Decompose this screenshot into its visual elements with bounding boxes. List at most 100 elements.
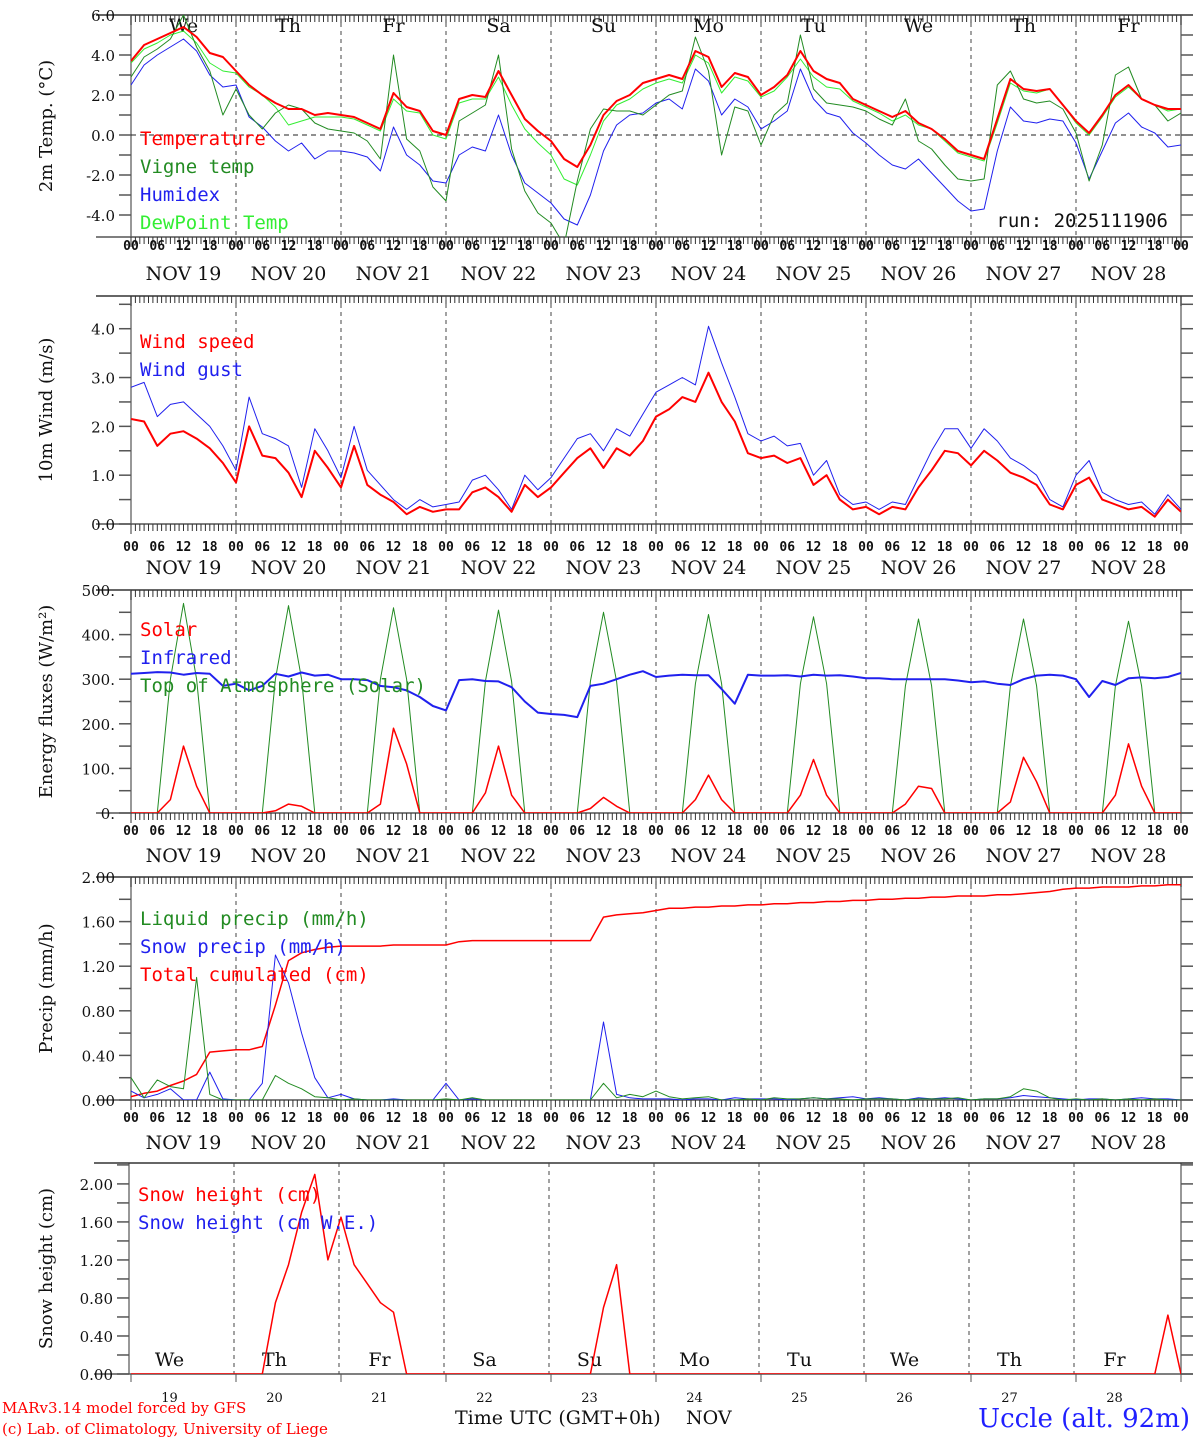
hour-tick-label: 06 [254, 239, 270, 254]
day-number: 19 [161, 1391, 178, 1406]
weekday-label: Su [591, 15, 616, 37]
hour-tick-label: 18 [202, 824, 218, 839]
y-tick-label: 3.0 [91, 370, 115, 388]
legend-entry: Humidex [140, 184, 220, 206]
series-line-snow-height-cm [131, 1173, 1181, 1374]
hour-tick-label: 18 [412, 239, 428, 254]
date-label: NOV 23 [566, 1132, 642, 1154]
hour-tick-label: 00 [543, 540, 559, 555]
hour-tick-label: 00 [333, 824, 349, 839]
hour-tick-label: 06 [884, 1111, 900, 1126]
hour-tick-label: 12 [806, 1111, 822, 1126]
hour-tick-label: 12 [911, 1111, 927, 1126]
y-tick-label: 0.80 [80, 1290, 113, 1308]
hour-tick-label: 18 [937, 824, 953, 839]
hour-tick-label: 00 [1173, 1111, 1189, 1126]
hour-tick-label: 12 [806, 239, 822, 254]
y-tick-label: 0.40 [80, 1328, 113, 1346]
hour-tick-label: 12 [596, 824, 612, 839]
hour-tick-label: 18 [202, 1111, 218, 1126]
hour-tick-label: 00 [123, 824, 139, 839]
hour-tick-label: 18 [202, 540, 218, 555]
day-number: 27 [1001, 1391, 1018, 1406]
date-label: NOV 28 [1091, 263, 1167, 285]
hour-tick-label: 00 [1068, 824, 1084, 839]
y-tick-label: 4.0 [91, 47, 115, 65]
hour-tick-label: 18 [937, 239, 953, 254]
weekday-label: Fr [1117, 15, 1140, 37]
day-number: 21 [371, 1391, 388, 1406]
hour-tick-label: 12 [596, 239, 612, 254]
hour-tick-label: 06 [674, 540, 690, 555]
hour-tick-label: 00 [858, 540, 874, 555]
y-tick-label: 1.0 [91, 467, 115, 485]
hour-tick-label: 06 [779, 824, 795, 839]
hour-tick-label: 06 [1094, 540, 1110, 555]
hour-tick-label: 00 [1068, 540, 1084, 555]
date-label: NOV 24 [671, 1132, 747, 1154]
hour-tick-label: 00 [963, 1111, 979, 1126]
hour-tick-label: 18 [412, 824, 428, 839]
y-tick-label: 2.0 [91, 418, 115, 436]
hour-tick-label: 00 [123, 1111, 139, 1126]
series-line-temperature [131, 26, 1181, 168]
hour-tick-label: 00 [543, 1111, 559, 1126]
date-label: NOV 28 [1091, 557, 1167, 579]
y-tick-label: 400. [82, 627, 115, 645]
y-tick-label: 500. [82, 582, 115, 600]
hour-tick-label: 06 [359, 824, 375, 839]
hour-tick-label: 12 [911, 540, 927, 555]
hour-tick-label: 06 [359, 1111, 375, 1126]
hour-ticks [130, 296, 1182, 534]
hour-tick-label: 06 [884, 540, 900, 555]
hour-tick-label: 06 [569, 239, 585, 254]
series-line-vigne-temp [131, 15, 1181, 237]
legend-entry: Solar [140, 619, 197, 641]
date-label: NOV 21 [356, 263, 432, 285]
weekday-label: Th [262, 1349, 287, 1371]
hour-tick-label: 00 [963, 824, 979, 839]
date-label: NOV 26 [881, 1132, 957, 1154]
hour-tick-label: 12 [1016, 540, 1032, 555]
series-line-solar [131, 727, 1181, 813]
hour-tick-label: 18 [832, 1111, 848, 1126]
hour-tick-label: 00 [1173, 239, 1189, 254]
hour-tick-label: 06 [359, 239, 375, 254]
hour-tick-label: 18 [307, 239, 323, 254]
weekday-label: We [155, 1349, 184, 1371]
panel-5: 2.00 1.60 1.20 0.80 0.40 0.00 Snow height (cm)… [36, 1162, 1193, 1406]
y-axis-title: 10m Wind (m/s) [36, 338, 57, 483]
date-label: NOV 23 [566, 263, 642, 285]
day-number: 22 [476, 1391, 493, 1406]
date-label: NOV 27 [986, 263, 1062, 285]
hour-tick-label: 12 [491, 540, 507, 555]
y-tick-label: 0.00 [82, 1092, 115, 1110]
date-label: NOV 23 [566, 557, 642, 579]
hour-tick-label: 12 [281, 540, 297, 555]
hour-tick-label: 00 [1068, 1111, 1084, 1126]
series-line-top-of-atmosphere-solar [131, 602, 1181, 813]
y-tick-label: 2.00 [80, 1176, 113, 1194]
hour-tick-label: 00 [858, 824, 874, 839]
legend-entry: Temperature [140, 128, 266, 150]
hour-tick-label: 18 [307, 1111, 323, 1126]
hour-ticks [130, 590, 1182, 823]
hour-tick-label: 00 [438, 540, 454, 555]
hour-tick-label: 06 [149, 540, 165, 555]
hour-tick-label: 06 [989, 540, 1005, 555]
weekday-label: Sa [486, 15, 510, 37]
hour-tick-label: 00 [123, 540, 139, 555]
y-tick-label: -4.0 [86, 207, 115, 225]
hour-tick-label: 00 [1068, 239, 1084, 254]
date-label: NOV 22 [461, 845, 537, 867]
hour-tick-label: 18 [832, 824, 848, 839]
hour-tick-label: 18 [622, 1111, 638, 1126]
hour-tick-label: 06 [569, 540, 585, 555]
hour-tick-label: 06 [254, 540, 270, 555]
run-label: run: 2025111906 [996, 210, 1168, 232]
hour-tick-label: 12 [1121, 540, 1137, 555]
date-label: NOV 25 [776, 557, 852, 579]
hour-tick-label: 18 [307, 824, 323, 839]
hour-tick-label: 18 [1042, 1111, 1058, 1126]
